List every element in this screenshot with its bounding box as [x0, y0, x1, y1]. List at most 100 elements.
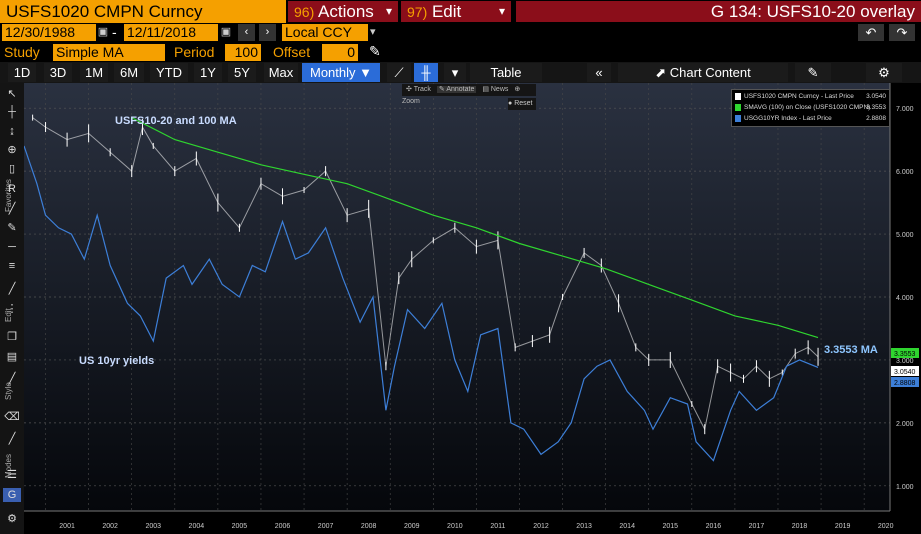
- calendar-icon[interactable]: ▣: [220, 26, 232, 38]
- x-tick-label: 2002: [102, 523, 118, 530]
- measure-icon[interactable]: ↨: [9, 125, 15, 137]
- collapse-icon[interactable]: «: [587, 63, 611, 82]
- reset-button[interactable]: ● Reset: [508, 98, 536, 110]
- date-to-field[interactable]: 12/11/2018: [124, 24, 218, 41]
- actions-dropdown-icon: ▾: [385, 4, 392, 18]
- graph-title: G 134: USFS10-20 overlay: [516, 1, 921, 22]
- last-value-tag: [891, 348, 919, 358]
- legend-label: USFS1020 CMPN Curncy - Last Price: [744, 93, 854, 100]
- legend-swatch: [735, 104, 741, 111]
- settings-gear-icon[interactable]: ⚙: [866, 63, 902, 82]
- x-tick-label: 2020: [878, 523, 894, 530]
- range-button-5y[interactable]: 5Y: [228, 63, 256, 82]
- undo-button[interactable]: ↶: [858, 24, 884, 41]
- range-button-6m[interactable]: 6M: [114, 63, 144, 82]
- y-tick-label: 4.000: [896, 295, 914, 302]
- zoom-tool[interactable]: ⊕ Zoom: [402, 86, 521, 105]
- layers-icon[interactable]: ▤: [6, 351, 18, 363]
- x-tick-label: 2010: [447, 523, 463, 530]
- legend-item: USFS1020 CMPN Curncy - Last Price 3.0540: [735, 91, 886, 102]
- ticker-field[interactable]: USFS1020 CMPN Curncy: [0, 0, 286, 23]
- legend-item: USGG10YR Index - Last Price 2.8808: [735, 113, 886, 124]
- settings-icon[interactable]: ⚙: [7, 513, 17, 525]
- chart-plot[interactable]: 7.000 6.000 5.000 4.000 3.000 2.000 1.000 2001 2…: [24, 83, 921, 534]
- date-from-field[interactable]: 12/30/1988: [2, 24, 96, 41]
- annotation-title: USFS10-20 and 100 MA: [115, 115, 237, 127]
- pen-icon[interactable]: ╱: [8, 433, 16, 445]
- annotation-ma: 3.3553 MA: [824, 344, 878, 356]
- redo-button[interactable]: ↷: [889, 24, 915, 41]
- edit-menu[interactable]: 97) Edit ▾: [401, 1, 511, 22]
- range-button-max[interactable]: Max: [264, 63, 298, 82]
- next-period-button[interactable]: ›: [259, 24, 276, 41]
- last-value-tag-label: 2.8808: [894, 380, 916, 387]
- legend-value: 3.3553: [866, 104, 886, 111]
- frequency-select[interactable]: Monthly ▼: [302, 63, 380, 82]
- last-value-tag: [891, 377, 919, 387]
- zoom-icon[interactable]: ⊕: [7, 144, 17, 156]
- annotate-tool[interactable]: ✎ Annotate: [436, 86, 477, 93]
- y-tick-label: 1.000: [896, 484, 914, 491]
- legend-value: 2.8808: [866, 115, 886, 122]
- chart-content-label: Chart Content: [669, 65, 751, 80]
- pencil-icon[interactable]: ✎: [369, 43, 381, 59]
- edit-dropdown-icon: ▾: [498, 4, 505, 18]
- x-axis-band: [24, 511, 921, 534]
- range-button-1y[interactable]: 1Y: [194, 63, 222, 82]
- fib-icon[interactable]: ⋮: [6, 303, 18, 315]
- edit-num: 97): [407, 4, 428, 20]
- x-tick-label: 2016: [706, 523, 722, 530]
- line-style-icon[interactable]: ╱: [8, 373, 16, 385]
- pointer-icon[interactable]: ↖: [7, 88, 17, 100]
- edit-label: Edit: [431, 2, 462, 21]
- period-label: Period: [174, 44, 215, 60]
- bloomberg-icon[interactable]: G: [3, 488, 21, 502]
- offset-field[interactable]: 0: [322, 44, 358, 61]
- x-tick-label: 2014: [619, 523, 635, 530]
- news-tool[interactable]: ▤ News: [482, 86, 509, 93]
- study-select[interactable]: Simple MA: [53, 44, 165, 61]
- offset-label: Offset: [273, 44, 311, 60]
- copy-icon[interactable]: ❐: [7, 331, 17, 343]
- period-field[interactable]: 100: [225, 44, 261, 61]
- bar-chart-icon[interactable]: ╫: [414, 63, 438, 82]
- range-button-3d[interactable]: 3D: [44, 63, 72, 82]
- moving-average-line: [131, 117, 819, 339]
- x-tick-label: 2013: [576, 523, 592, 530]
- currency-select[interactable]: Local CCY: [282, 24, 368, 41]
- chart-content-button[interactable]: ⬈ Chart Content: [618, 63, 788, 82]
- track-tool[interactable]: ✣ Track: [406, 86, 431, 93]
- trendline-icon[interactable]: ╱: [8, 283, 16, 295]
- x-tick-label: 2018: [792, 523, 808, 530]
- actions-menu[interactable]: 96) Actions ▾: [288, 1, 398, 22]
- x-tick-label: 2007: [318, 523, 334, 530]
- channel-icon[interactable]: ≡: [8, 260, 16, 272]
- range-button-1m[interactable]: 1M: [80, 63, 108, 82]
- left-sidebar: [0, 83, 24, 534]
- calendar-icon[interactable]: ▣: [97, 26, 109, 38]
- legend-value: 3.0540: [866, 93, 886, 100]
- x-tick-label: 2006: [275, 523, 291, 530]
- brush-icon[interactable]: ✎: [7, 222, 17, 234]
- draw-icon[interactable]: ╱: [8, 203, 16, 215]
- y-tick-label: 7.000: [896, 106, 914, 113]
- chart-type-dropdown-icon[interactable]: ▾: [444, 63, 466, 82]
- range-button-1d[interactable]: 1D: [8, 63, 36, 82]
- edit-chart-icon[interactable]: ✎: [795, 63, 831, 82]
- eraser-icon[interactable]: ⌫: [4, 411, 20, 423]
- last-value-tag: [891, 366, 919, 376]
- mode-list-icon[interactable]: ☰: [7, 469, 17, 481]
- horizontal-line-icon[interactable]: ─: [8, 241, 16, 253]
- prev-period-button[interactable]: ‹: [238, 24, 255, 41]
- legend-label: SMAVG (100) on Close (USFS1020 CMPN): [744, 104, 871, 111]
- chevron-down-icon[interactable]: ▾: [370, 26, 376, 38]
- line-chart-icon[interactable]: ⟋: [387, 63, 411, 82]
- text-icon[interactable]: R: [8, 183, 16, 195]
- x-tick-label: 2015: [662, 523, 678, 530]
- table-button[interactable]: Table: [470, 63, 542, 82]
- yield-line: [24, 145, 819, 462]
- annotate-icon[interactable]: ▯: [8, 163, 16, 175]
- price-series-line: [32, 117, 819, 431]
- range-button-ytd[interactable]: YTD: [150, 63, 188, 82]
- crosshair-icon[interactable]: ┼: [8, 106, 16, 118]
